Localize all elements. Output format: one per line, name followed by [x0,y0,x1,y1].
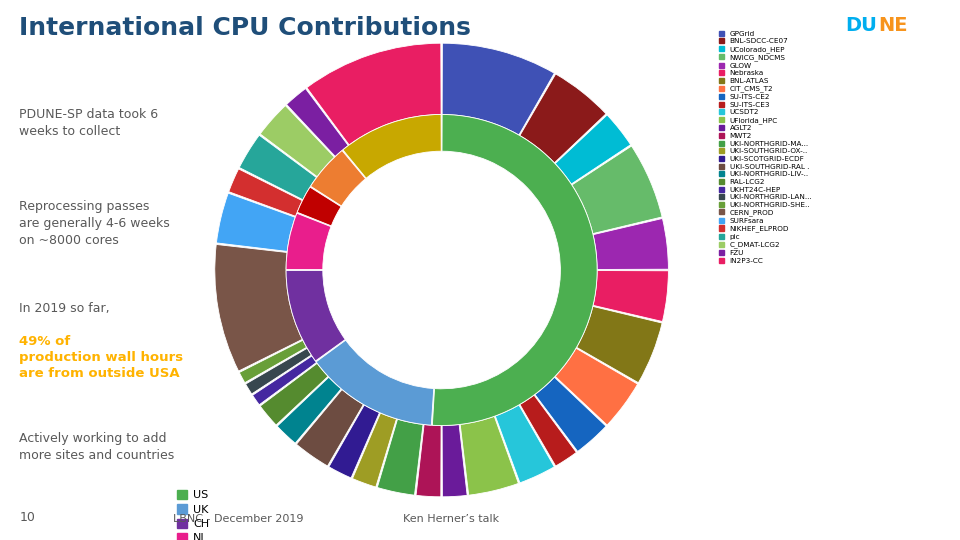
Wedge shape [416,424,441,497]
Wedge shape [277,377,341,443]
Wedge shape [252,356,317,405]
Wedge shape [215,245,302,371]
Wedge shape [216,193,296,252]
Text: In 2019 so far,: In 2019 so far, [19,302,114,315]
Text: 49% of
production wall hours
are from outside USA: 49% of production wall hours are from ou… [19,335,183,380]
Text: 10: 10 [19,511,36,524]
Wedge shape [246,348,311,394]
Text: NE: NE [878,16,908,35]
Wedge shape [572,146,662,234]
Wedge shape [286,213,331,269]
Wedge shape [535,377,606,451]
Wedge shape [260,106,334,177]
Wedge shape [343,114,442,178]
Wedge shape [286,89,348,157]
Wedge shape [228,169,302,217]
Wedge shape [260,363,328,425]
Wedge shape [432,114,597,426]
Wedge shape [316,340,434,425]
Wedge shape [298,187,341,226]
Text: LBNC - December 2019: LBNC - December 2019 [173,514,303,524]
Wedge shape [460,416,518,495]
Wedge shape [443,424,468,497]
Text: International CPU Contributions: International CPU Contributions [19,16,471,40]
Wedge shape [519,395,576,466]
Text: DU: DU [845,16,876,35]
Wedge shape [307,43,441,145]
Text: Reprocessing passes
are generally 4-6 weeks
on ~8000 cores: Reprocessing passes are generally 4-6 we… [19,200,170,247]
Wedge shape [239,340,306,383]
Wedge shape [593,271,668,321]
Wedge shape [329,405,379,478]
Wedge shape [311,151,366,206]
Text: Ken Herner’s talk: Ken Herner’s talk [403,514,499,524]
Wedge shape [297,389,364,466]
Wedge shape [593,219,668,269]
Wedge shape [443,43,554,135]
Wedge shape [377,419,423,495]
Wedge shape [577,306,662,383]
Text: PDUNE-SP data took 6
weeks to collect: PDUNE-SP data took 6 weeks to collect [19,108,158,138]
Wedge shape [495,405,554,483]
Wedge shape [239,135,317,200]
Wedge shape [555,348,637,425]
Wedge shape [555,115,631,184]
Wedge shape [519,74,606,163]
Text: Actively working to add
more sites and countries: Actively working to add more sites and c… [19,432,175,462]
Legend: US, UK, CH, NL, ES, CZ, FR: US, UK, CH, NL, ES, CZ, FR [173,485,213,540]
Wedge shape [352,413,396,487]
Wedge shape [286,271,346,361]
Legend: GPGrid, BNL-SDCC-CE07, UColorado_HEP, NWICG_NDCMS, GLOW, Nebraska, BNL-ATLAS, CI: GPGrid, BNL-SDCC-CE07, UColorado_HEP, NW… [719,31,812,264]
